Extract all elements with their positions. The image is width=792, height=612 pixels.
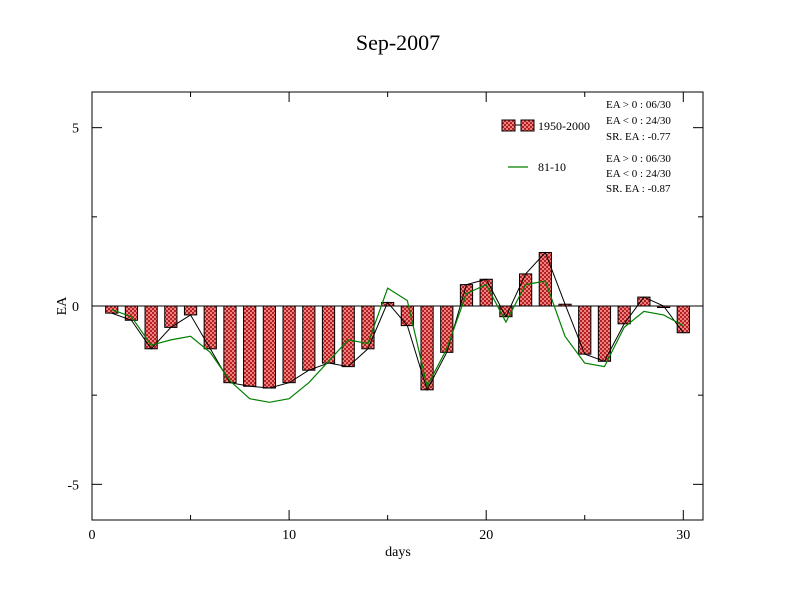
bar-day-7 <box>223 305 237 384</box>
bar-day-11 <box>302 305 316 371</box>
stats-line-negative: EA < 0 : 24/30 <box>606 168 671 180</box>
x-tick-label: 20 <box>479 528 493 543</box>
y-tick-label: 5 <box>72 122 79 137</box>
x-tick-label: 30 <box>676 528 690 543</box>
bar-day-22 <box>519 273 533 307</box>
bar-day-13 <box>341 305 355 368</box>
bar-day-9 <box>262 305 276 389</box>
bar-day-18 <box>440 305 454 353</box>
stats-line-positive: EA > 0 : 06/30 <box>606 153 671 165</box>
stats-bar-positive: EA > 0 : 06/30 <box>606 99 671 111</box>
legend-label-line: 81-10 <box>538 160 566 174</box>
stats-bar-sr: SR. EA : -0.77 <box>606 131 671 143</box>
series-line-81-10 <box>111 280 684 403</box>
bar-day-16 <box>400 305 414 327</box>
bar-day-25 <box>578 305 592 355</box>
bar-day-30 <box>676 305 690 334</box>
series-line-1950-2000 <box>111 251 684 392</box>
y-tick-label: 0 <box>72 300 79 315</box>
bar-day-5 <box>183 305 198 316</box>
bar-day-1 <box>105 305 119 314</box>
x-tick-label: 0 <box>89 528 96 543</box>
legend-bar-swatch-right <box>520 119 535 132</box>
chart-title: Sep-2007 <box>356 30 440 55</box>
bar-day-10 <box>282 305 296 384</box>
bar-series <box>105 252 690 391</box>
y-axis-label: EA <box>55 296 70 316</box>
y-tick-label: -5 <box>67 478 79 493</box>
bar-day-2 <box>124 305 139 321</box>
legend: 1950-2000 81-10 EA > 0 : 06/30 EA < 0 : … <box>501 99 671 195</box>
stats-bar-negative: EA < 0 : 24/30 <box>606 115 671 127</box>
bar-day-28 <box>637 296 651 307</box>
legend-bar-swatch-left <box>501 119 516 132</box>
legend-label-bar: 1950-2000 <box>538 119 590 133</box>
x-axis-label: days <box>385 545 411 560</box>
bar-day-23 <box>538 252 552 307</box>
x-tick-label: 10 <box>282 528 296 543</box>
stats-line-sr: SR. EA : -0.87 <box>606 183 671 195</box>
bar-day-27 <box>617 305 631 325</box>
bar-day-12 <box>321 305 336 364</box>
bar-day-8 <box>243 305 257 387</box>
line-series <box>111 251 684 403</box>
